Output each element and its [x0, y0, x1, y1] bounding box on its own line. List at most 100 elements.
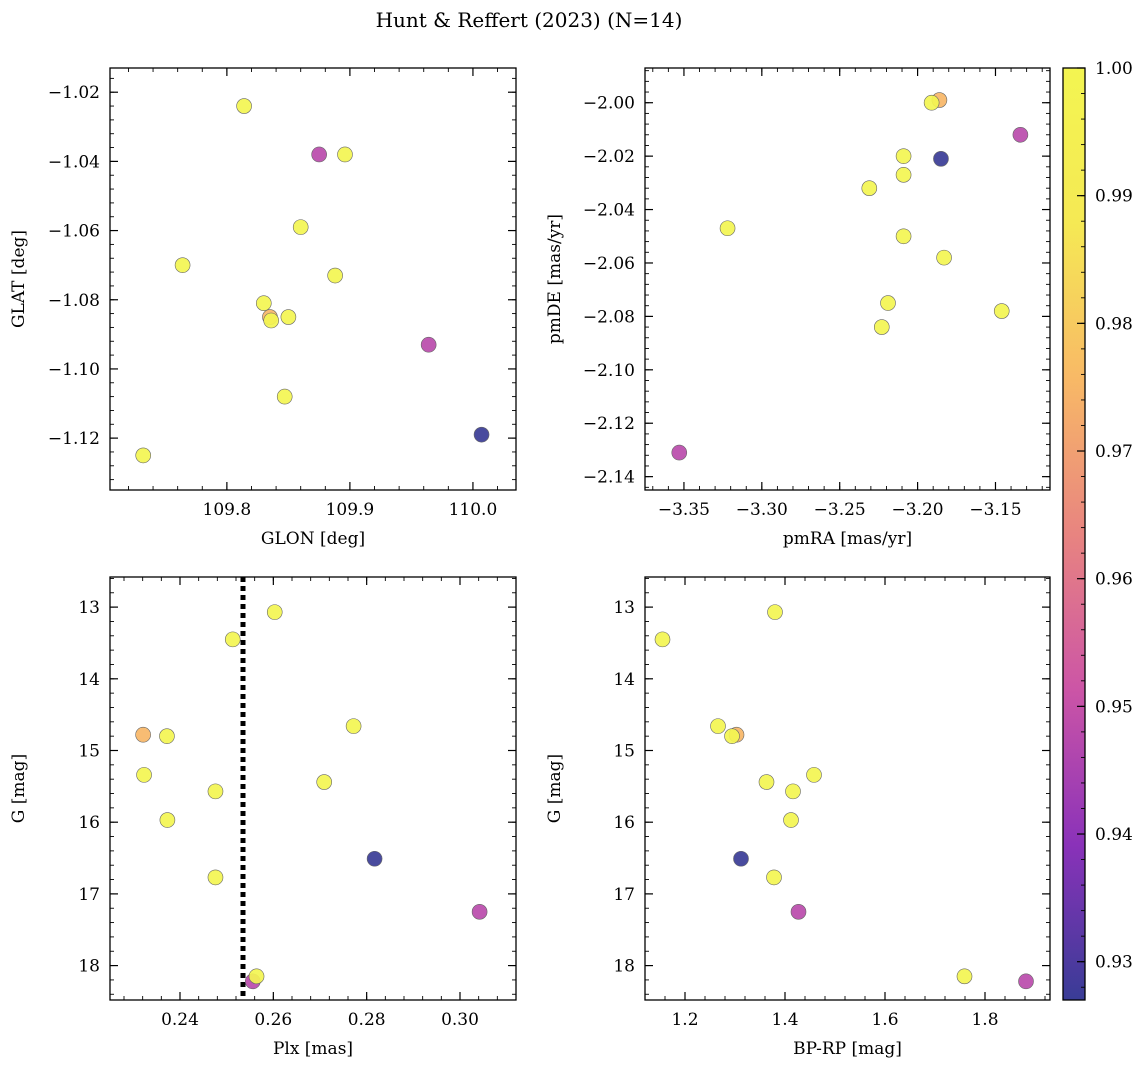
- y-tick-label: −2.08: [583, 307, 635, 327]
- x-tick-label: 0.24: [161, 1010, 199, 1030]
- data-point: [311, 146, 327, 163]
- data-point: [207, 783, 224, 800]
- data-points: [135, 604, 488, 990]
- y-tick-label: −2.00: [583, 94, 635, 114]
- y-tick-label: −1.12: [48, 429, 100, 449]
- data-point: [207, 869, 224, 886]
- axes-frame: [109, 67, 517, 491]
- y-tick-label: 18: [78, 957, 100, 977]
- data-point: [790, 904, 807, 920]
- data-point: [1012, 126, 1029, 143]
- data-point: [724, 728, 740, 744]
- y-tick-label: 18: [613, 957, 635, 977]
- y-tick-label: −1.08: [48, 291, 100, 311]
- x-axis-label: GLON [deg]: [261, 529, 365, 549]
- x-axis-label: BP-RP [mag]: [793, 1039, 902, 1059]
- data-point: [923, 94, 940, 111]
- data-points: [135, 98, 490, 464]
- x-tick-label: −3.30: [736, 500, 788, 520]
- data-point: [292, 219, 309, 235]
- colorbar-tick-label: 0.96: [1095, 570, 1133, 590]
- data-point: [366, 850, 383, 867]
- data-point: [236, 98, 252, 114]
- y-tick-label: −1.10: [48, 360, 100, 380]
- x-tick-label: 0.30: [441, 1010, 479, 1030]
- colorbar-tick-label: 0.95: [1095, 697, 1133, 717]
- data-point: [936, 249, 952, 266]
- y-tick-label: −2.04: [583, 201, 635, 221]
- data-point: [136, 767, 152, 783]
- colorbar-tick-label: 0.97: [1095, 442, 1133, 462]
- data-point: [710, 718, 726, 734]
- data-point: [785, 783, 801, 800]
- colorbar: 0.93 0.94 0.95 0.96 0.97 0.98 0.99 1.00: [1062, 59, 1133, 1001]
- minor-ticks: [110, 577, 517, 1000]
- x-axis-label: pmRA [mas/yr]: [783, 529, 912, 549]
- data-point: [471, 904, 488, 920]
- y-tick-label: −1.06: [48, 222, 100, 242]
- x-tick-label: 110.0: [449, 500, 498, 520]
- x-tick-label: 1.2: [671, 1010, 698, 1030]
- y-tick-label: 15: [613, 742, 635, 762]
- x-tick-label: 1.8: [971, 1010, 998, 1030]
- data-point: [248, 968, 265, 985]
- y-tick-label: −2.02: [583, 147, 635, 167]
- y-tick-label: 17: [613, 885, 635, 905]
- data-point: [758, 774, 775, 790]
- colorbar-tick-label: 0.98: [1095, 314, 1133, 334]
- y-axis-label: GLAT [deg]: [9, 230, 29, 328]
- colorbar-tick-label: 1.00: [1095, 59, 1133, 79]
- axes-frame: [644, 67, 1051, 491]
- bprp-g-panel: 1.2 1.4 1.6 1.8 13 14 15 16 17 18 BP-RP [mag] G [ma…: [545, 576, 1051, 1059]
- data-point: [266, 604, 283, 620]
- data-point: [159, 812, 176, 828]
- minor-ticks: [110, 68, 516, 490]
- data-point: [861, 180, 878, 196]
- data-point: [255, 295, 272, 312]
- figure-title: Hunt & Reffert (2023) (N=14): [376, 8, 683, 32]
- y-tick-label: −2.06: [583, 254, 635, 274]
- y-tick-label: −1.04: [48, 152, 100, 172]
- y-axis-label: G [mag]: [9, 754, 29, 823]
- data-point: [933, 151, 949, 167]
- y-tick-label: 16: [613, 813, 635, 833]
- y-tick-label: −2.14: [583, 468, 635, 488]
- data-point: [224, 631, 241, 648]
- y-tick-label: 14: [78, 670, 100, 690]
- x-tick-label: 1.4: [771, 1010, 798, 1030]
- y-tick-label: −2.10: [583, 361, 635, 381]
- colorbar-tick-label: 0.94: [1095, 825, 1133, 845]
- x-tick-label: 109.8: [203, 500, 252, 520]
- data-point: [473, 426, 490, 443]
- y-tick-label: 17: [78, 885, 100, 905]
- glon-glat-panel: 109.8 109.9 110.0 −1.02 −1.04 −1.06 −1.08 −1.10…: [9, 67, 517, 549]
- data-point: [263, 312, 279, 329]
- y-tick-label: 16: [78, 813, 100, 833]
- data-point: [895, 148, 912, 164]
- data-points: [654, 604, 1034, 990]
- data-point: [806, 767, 822, 783]
- data-point: [895, 167, 912, 183]
- colorbar-frame: [1062, 67, 1086, 1001]
- data-point: [783, 812, 799, 828]
- data-point: [956, 968, 973, 985]
- y-axis-label: G [mag]: [545, 754, 565, 823]
- x-tick-label: −3.25: [814, 500, 866, 520]
- data-point: [733, 850, 749, 867]
- x-tick-label: −3.15: [969, 500, 1021, 520]
- data-point: [276, 388, 293, 405]
- colorbar-gradient: [1063, 68, 1085, 1000]
- y-tick-label: 14: [613, 670, 635, 690]
- minor-ticks: [645, 577, 1050, 1000]
- x-tick-label: 1.6: [871, 1010, 898, 1030]
- y-tick-label: −2.12: [583, 414, 635, 434]
- data-point: [993, 303, 1010, 319]
- data-points: [671, 92, 1029, 461]
- data-point: [327, 267, 343, 284]
- x-tick-label: 0.26: [254, 1010, 292, 1030]
- y-tick-label: 13: [78, 598, 100, 618]
- data-point: [135, 726, 151, 743]
- data-point: [880, 295, 896, 311]
- data-point: [420, 336, 437, 353]
